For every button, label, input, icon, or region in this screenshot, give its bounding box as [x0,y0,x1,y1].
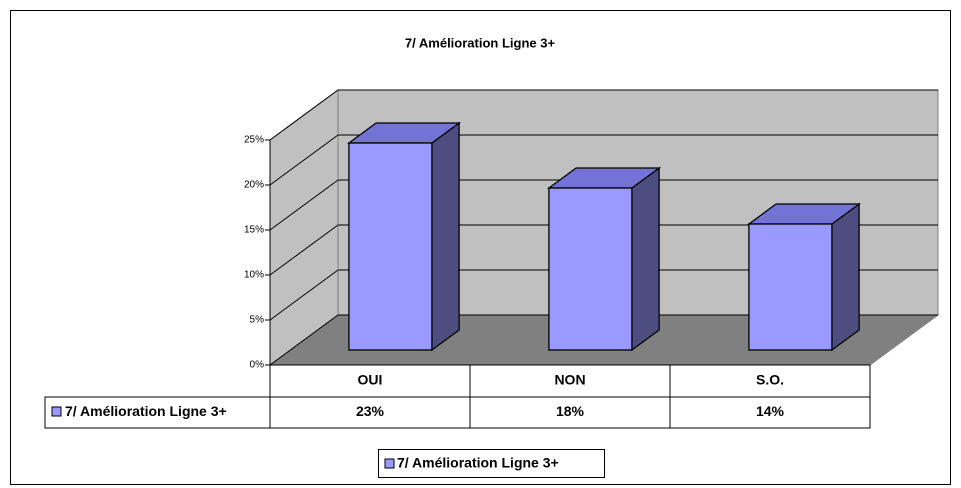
bar-side [631,166,660,352]
grid-line [269,134,339,186]
bar-side [831,202,860,352]
bar [748,223,833,351]
value-label: 14% [756,403,785,419]
y-tick-label: 10% [244,270,264,281]
grid-line [269,314,339,366]
bar [548,187,633,351]
grid-line [269,89,339,141]
value-label: 18% [556,403,585,419]
legend-swatch [384,458,395,469]
bar-side [431,121,460,352]
x-tick-label: OUI [358,372,383,388]
y-tick-label: 25% [244,135,264,146]
bar [348,142,433,351]
legend-box [378,449,605,478]
table-cell [44,396,871,429]
y-tick-label: 0% [250,360,265,371]
y-tick-label: 5% [250,315,265,326]
grid-line [269,224,339,276]
x-tick-label: NON [554,372,585,388]
grid-line [269,269,339,321]
x-tick-label: S.O. [756,372,784,388]
legend-label: 7/ Amélioration Ligne 3+ [397,455,559,471]
chart-title: 7/ Amélioration Ligne 3+ [405,35,556,50]
grid-line [269,179,339,231]
y-tick-label: 20% [244,180,264,191]
table-cell [269,364,871,398]
y-tick-label: 15% [244,225,264,236]
value-label: 23% [356,403,385,419]
legend-swatch [51,406,62,417]
table-series-name: 7/ Amélioration Ligne 3+ [65,403,227,419]
